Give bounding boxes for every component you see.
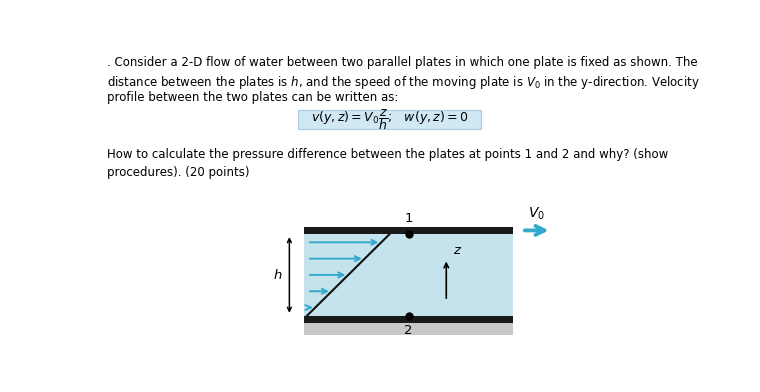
Bar: [304, 323, 513, 335]
Bar: [304, 227, 513, 234]
Bar: [304, 234, 513, 316]
Text: 2: 2: [404, 324, 413, 337]
Text: distance between the plates is $h$, and the speed of the moving plate is $V_0$ i: distance between the plates is $h$, and …: [106, 74, 700, 91]
Text: 1: 1: [404, 212, 413, 225]
Bar: [304, 316, 513, 323]
Text: . Consider a 2-D flow of water between two parallel plates in which one plate is: . Consider a 2-D flow of water between t…: [106, 56, 698, 69]
Text: How to calculate the pressure difference between the plates at points 1 and 2 an: How to calculate the pressure difference…: [106, 148, 668, 161]
Text: profile between the two plates can be written as:: profile between the two plates can be wr…: [106, 91, 398, 104]
Text: procedures). (20 points): procedures). (20 points): [106, 166, 249, 179]
Text: $v(y,z) = V_0\dfrac{z}{h}$;   $w(y,z) = 0$: $v(y,z) = V_0\dfrac{z}{h}$; $w(y,z) = 0$: [311, 107, 468, 132]
Bar: [298, 110, 481, 129]
Text: $h$: $h$: [273, 268, 282, 282]
Text: $V_0$: $V_0$: [528, 205, 545, 222]
Text: $z$: $z$: [454, 244, 463, 257]
